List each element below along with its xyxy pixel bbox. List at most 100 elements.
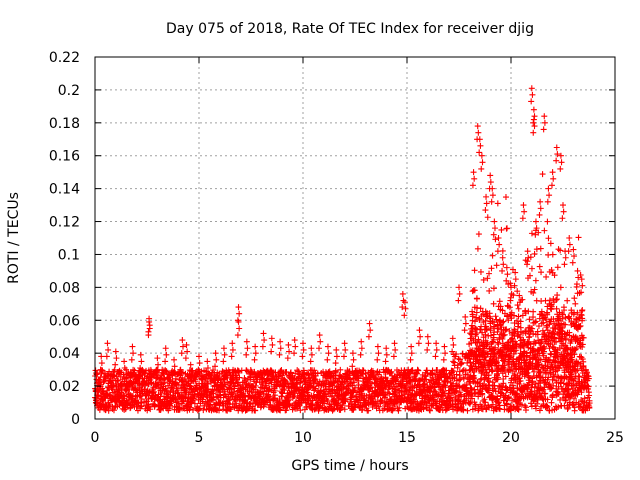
data-point	[345, 383, 352, 390]
data-point	[358, 338, 365, 345]
data-point	[314, 370, 321, 377]
data-point	[324, 397, 331, 404]
data-point	[575, 234, 582, 241]
data-point	[528, 265, 535, 272]
data-point	[225, 397, 232, 404]
data-point	[113, 355, 120, 362]
data-point	[268, 377, 275, 384]
data-point	[433, 340, 440, 347]
data-point	[450, 368, 457, 375]
data-point	[349, 350, 356, 357]
data-point	[329, 392, 336, 399]
data-point	[438, 374, 445, 381]
y-tick-label: 0.12	[49, 215, 80, 231]
y-axis-label: ROTI / TECUs	[6, 192, 22, 284]
data-point	[171, 356, 178, 363]
data-point	[573, 281, 580, 288]
data-point	[138, 358, 145, 365]
data-point	[390, 353, 397, 360]
data-point	[191, 400, 198, 407]
data-point	[450, 358, 457, 365]
data-point	[478, 152, 485, 159]
data-point	[341, 340, 348, 347]
data-point	[196, 353, 202, 360]
data-point	[528, 98, 535, 105]
data-point	[257, 404, 264, 411]
data-point	[547, 240, 554, 247]
data-point	[291, 337, 298, 344]
data-point	[458, 360, 465, 367]
data-point	[307, 358, 314, 365]
data-point	[325, 369, 332, 376]
data-point	[325, 350, 332, 357]
data-point	[146, 325, 153, 332]
data-point	[317, 338, 324, 345]
data-point	[367, 327, 374, 334]
data-point	[539, 171, 546, 178]
data-point	[383, 345, 390, 352]
data-point	[147, 406, 154, 413]
data-point	[478, 165, 485, 172]
data-point	[308, 345, 315, 352]
data-point	[344, 381, 351, 388]
data-point	[195, 406, 202, 413]
data-point	[416, 327, 423, 334]
data-point	[341, 406, 348, 413]
data-point	[252, 350, 259, 357]
data-point	[502, 194, 509, 201]
data-point	[450, 406, 457, 413]
data-point	[553, 157, 560, 164]
chart-title: Day 075 of 2018, Rate Of TEC Index for r…	[166, 21, 534, 37]
data-point	[178, 350, 185, 357]
data-point	[314, 399, 321, 406]
data-point	[366, 320, 373, 327]
data-point	[545, 235, 552, 242]
data-point	[538, 269, 545, 276]
data-point	[565, 314, 572, 321]
data-point	[483, 193, 490, 200]
data-point	[553, 144, 560, 151]
data-point	[414, 370, 421, 377]
data-point	[541, 113, 548, 120]
data-point	[251, 356, 258, 363]
data-point	[199, 398, 206, 405]
data-point	[332, 360, 339, 367]
x-tick-label: 20	[502, 430, 520, 446]
data-point	[282, 378, 289, 385]
data-point	[145, 332, 152, 339]
data-point	[470, 169, 477, 176]
data-point	[442, 384, 449, 391]
x-tick-label: 10	[294, 430, 312, 446]
data-point	[220, 345, 227, 352]
data-point	[490, 285, 497, 292]
data-point	[249, 403, 256, 410]
data-point	[259, 343, 266, 350]
data-point	[471, 267, 478, 274]
data-point	[375, 350, 382, 357]
y-tick-label: 0.04	[49, 346, 80, 362]
data-point	[560, 208, 567, 215]
data-point	[374, 356, 381, 363]
data-point	[531, 123, 538, 130]
data-point	[393, 400, 400, 407]
data-point	[257, 390, 264, 397]
data-point	[220, 358, 227, 365]
data-point	[181, 375, 188, 382]
data-point	[545, 185, 552, 192]
y-tick-label: 0.06	[49, 313, 80, 329]
data-point	[257, 384, 264, 391]
data-point	[294, 367, 301, 374]
data-point	[530, 116, 537, 123]
data-point	[335, 377, 342, 384]
data-point	[507, 297, 514, 304]
data-point	[492, 313, 499, 320]
data-point	[408, 350, 415, 357]
y-tick-label: 0.18	[49, 116, 80, 132]
data-point	[104, 340, 111, 347]
data-point	[503, 264, 510, 271]
data-point	[110, 407, 117, 414]
data-point	[252, 407, 259, 414]
data-point	[461, 327, 468, 334]
data-point	[562, 336, 569, 343]
data-point	[340, 384, 347, 391]
